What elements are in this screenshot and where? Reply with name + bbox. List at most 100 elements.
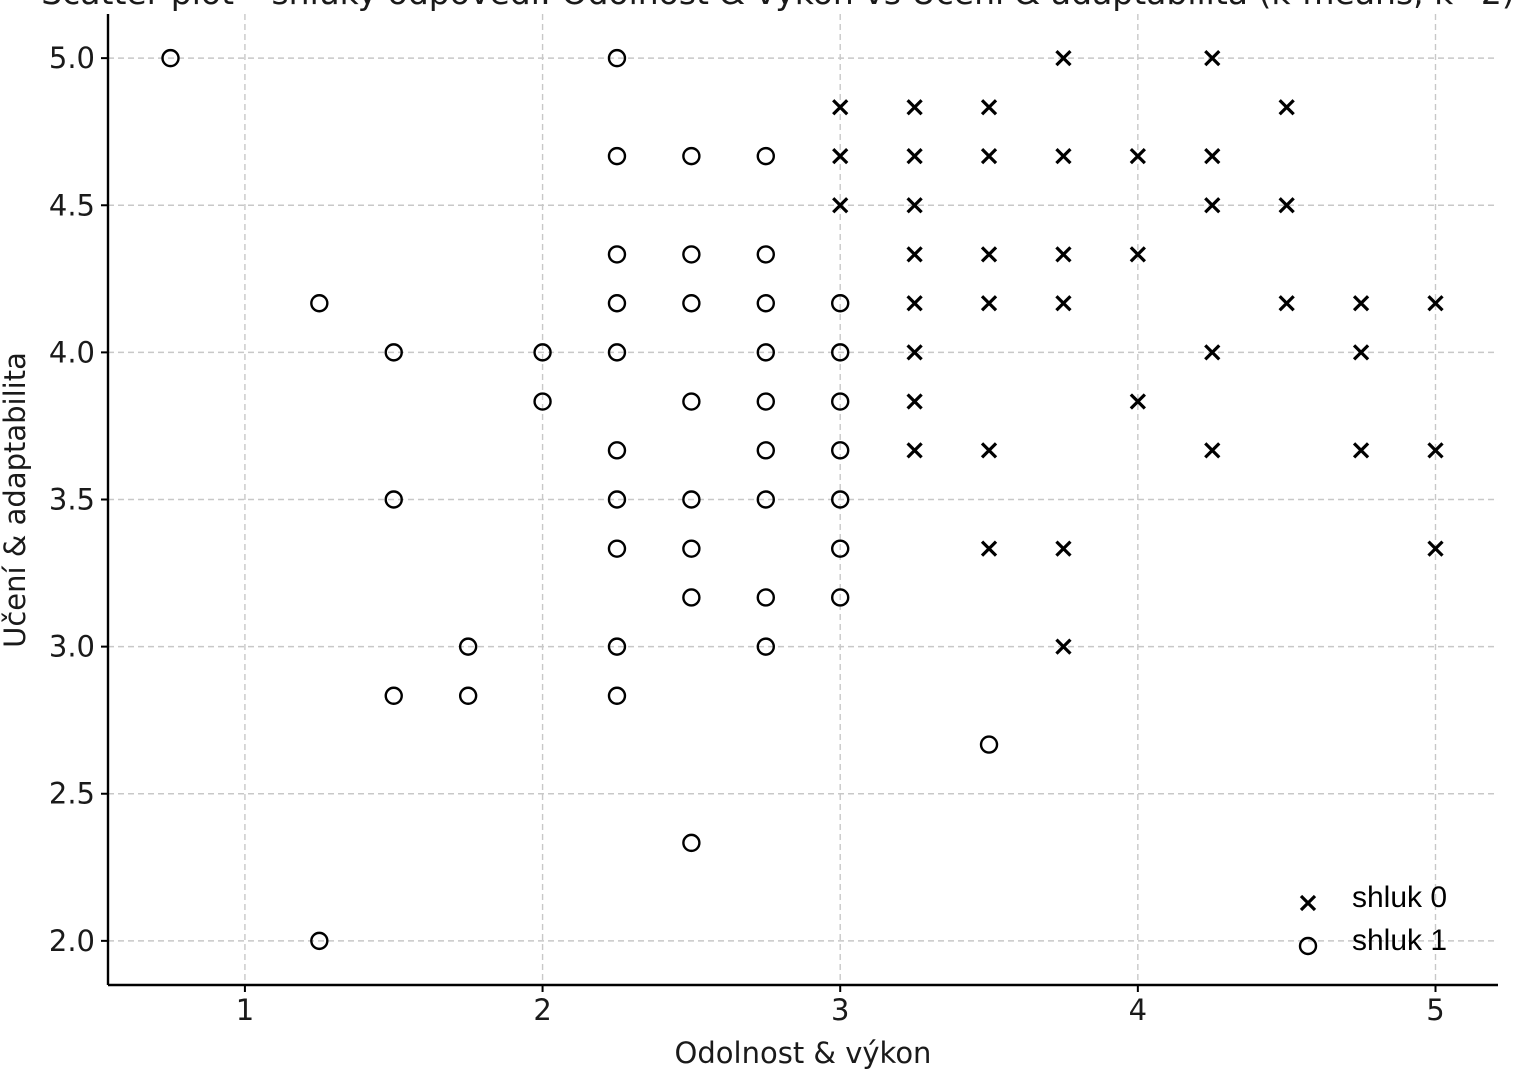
data-point-shluk-1 (682, 539, 701, 558)
data-point-shluk-1 (831, 588, 850, 607)
data-point-shluk-1 (607, 343, 627, 362)
data-point-shluk-1 (682, 294, 701, 313)
data-point-shluk-1 (831, 343, 850, 362)
data-point-shluk-0 (980, 147, 998, 165)
data-point-shluk-1 (756, 392, 775, 411)
data-point-shluk-1 (607, 146, 627, 166)
grid (108, 14, 1498, 985)
y-tick-label: 2.0 (49, 924, 95, 958)
legend-label: shluk 0 (1352, 881, 1447, 914)
data-point-shluk-1 (682, 833, 701, 853)
data-point-shluk-0 (1204, 50, 1221, 67)
data-point-shluk-1 (756, 245, 775, 264)
data-point-shluk-1 (607, 245, 627, 264)
y-tick-label: 2.5 (49, 777, 95, 811)
data-point-shluk-0 (906, 344, 923, 361)
data-point-shluk-1 (756, 146, 775, 166)
data-point-shluk-0 (1055, 295, 1072, 312)
data-point-shluk-0 (1427, 295, 1444, 312)
data-point-shluk-0 (1129, 246, 1146, 263)
x-axis-label: Odolnost & výkon (675, 1036, 932, 1070)
x-tick-label: 5 (1426, 993, 1444, 1027)
data-point-shluk-0 (1055, 540, 1072, 557)
data-point-shluk-0 (1055, 147, 1072, 165)
legend: shluk 0 shluk 1 (1298, 881, 1447, 957)
y-tick-label: 4.0 (49, 335, 95, 369)
axes: 1 2 3 4 5 2.0 2.5 3.0 3.5 4.0 4.5 5.0 (49, 14, 1498, 1027)
data-point-shluk-0 (1352, 295, 1370, 312)
data-point-shluk-1 (384, 490, 403, 509)
data-point-shluk-0 (1129, 147, 1146, 165)
data-point-shluk-0 (832, 197, 849, 214)
data-point-shluk-1 (831, 294, 850, 313)
data-point-shluk-0 (906, 99, 923, 116)
data-point-shluk-1 (756, 441, 775, 460)
data-point-shluk-1 (831, 539, 850, 558)
x-tick-label: 4 (1129, 993, 1147, 1027)
data-point-shluk-0 (980, 246, 998, 263)
data-point-shluk-1 (756, 294, 775, 313)
data-point-shluk-0 (1427, 540, 1444, 557)
data-point-shluk-0 (980, 99, 998, 116)
data-point-shluk-1 (458, 637, 478, 656)
data-point-shluk-1 (756, 588, 775, 607)
legend-marker-o (1298, 936, 1318, 956)
data-point-shluk-1 (756, 637, 775, 656)
data-point-shluk-0 (1427, 442, 1444, 459)
data-point-shluk-0 (1278, 99, 1295, 116)
data-point-shluk-1 (607, 686, 627, 705)
data-point-shluk-1 (310, 294, 329, 313)
data-point-shluk-1 (310, 931, 329, 951)
data-point-shluk-0 (906, 393, 923, 410)
data-point-shluk-0 (1055, 246, 1072, 263)
data-point-shluk-1 (682, 245, 701, 264)
data-point-shluk-0 (1352, 442, 1370, 459)
data-point-shluk-0 (906, 246, 923, 263)
data-point-shluk-0 (1204, 442, 1221, 459)
x-tick-label: 3 (831, 993, 849, 1027)
data-points (161, 48, 1444, 951)
data-point-shluk-1 (607, 441, 627, 460)
y-tick-label: 5.0 (49, 41, 95, 75)
data-point-shluk-0 (1204, 344, 1221, 361)
data-point-shluk-1 (607, 539, 627, 558)
data-point-shluk-0 (1204, 197, 1221, 214)
data-point-shluk-0 (980, 540, 998, 557)
data-point-shluk-0 (1278, 197, 1295, 214)
data-point-shluk-0 (832, 99, 849, 116)
data-point-shluk-0 (980, 295, 998, 312)
y-tick-label: 4.5 (49, 188, 95, 222)
data-point-shluk-1 (533, 343, 552, 362)
data-point-shluk-1 (161, 48, 180, 68)
x-tick-label: 1 (236, 993, 254, 1027)
data-point-shluk-0 (1055, 50, 1072, 67)
data-point-shluk-1 (607, 294, 627, 313)
data-point-shluk-1 (384, 686, 403, 705)
data-point-shluk-1 (979, 735, 999, 754)
y-axis-label: Učení & adaptabilita (0, 352, 32, 648)
legend-marker-x (1299, 894, 1317, 912)
data-point-shluk-0 (980, 442, 998, 459)
y-tick-label: 3.0 (49, 630, 95, 664)
data-point-shluk-0 (906, 442, 923, 459)
data-point-shluk-0 (1055, 638, 1072, 655)
data-point-shluk-0 (1204, 147, 1221, 165)
x-tick-label: 2 (533, 993, 551, 1027)
data-point-shluk-0 (906, 295, 923, 312)
series-1 (161, 48, 999, 951)
series-0 (832, 50, 1444, 655)
y-tick-label: 3.5 (49, 483, 95, 517)
data-point-shluk-0 (1352, 344, 1370, 361)
data-point-shluk-1 (682, 588, 701, 607)
data-point-shluk-1 (831, 441, 850, 460)
data-point-shluk-1 (458, 686, 478, 705)
data-point-shluk-1 (682, 490, 701, 509)
data-point-shluk-0 (906, 197, 923, 214)
data-point-shluk-1 (756, 343, 775, 362)
data-point-shluk-0 (1129, 393, 1146, 410)
data-point-shluk-1 (831, 490, 850, 509)
data-point-shluk-1 (384, 343, 403, 362)
data-point-shluk-1 (607, 637, 627, 656)
